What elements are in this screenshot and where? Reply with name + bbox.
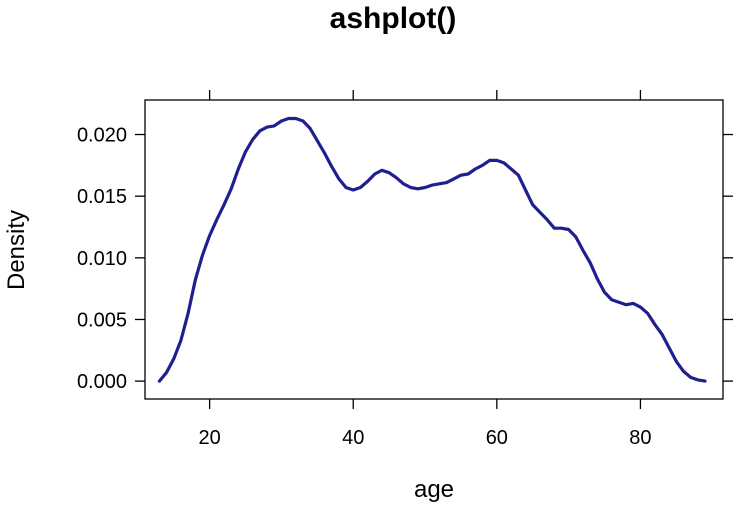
y-axis-label: Density (3, 210, 30, 290)
y-tick-label: 0.015 (77, 186, 127, 208)
y-axis: 0.000 0.005 0.010 0.015 0.020 (77, 125, 733, 393)
y-tick-label: 0.010 (77, 248, 127, 270)
plot-frame (144, 99, 724, 400)
y-tick-label: 0.020 (77, 125, 127, 147)
y-tick-label: 0.005 (77, 309, 127, 331)
x-tick-label: 60 (486, 427, 508, 449)
x-tick-label: 40 (342, 427, 364, 449)
x-axis: 20 40 60 80 (198, 90, 652, 449)
density-line (157, 116, 707, 383)
x-tick-label: 80 (629, 427, 651, 449)
chart-title: ashplot() (330, 2, 457, 35)
x-tick-label: 20 (198, 427, 220, 449)
x-axis-label: age (414, 476, 454, 503)
y-tick-label: 0.000 (77, 371, 127, 393)
series-layer (157, 116, 707, 383)
